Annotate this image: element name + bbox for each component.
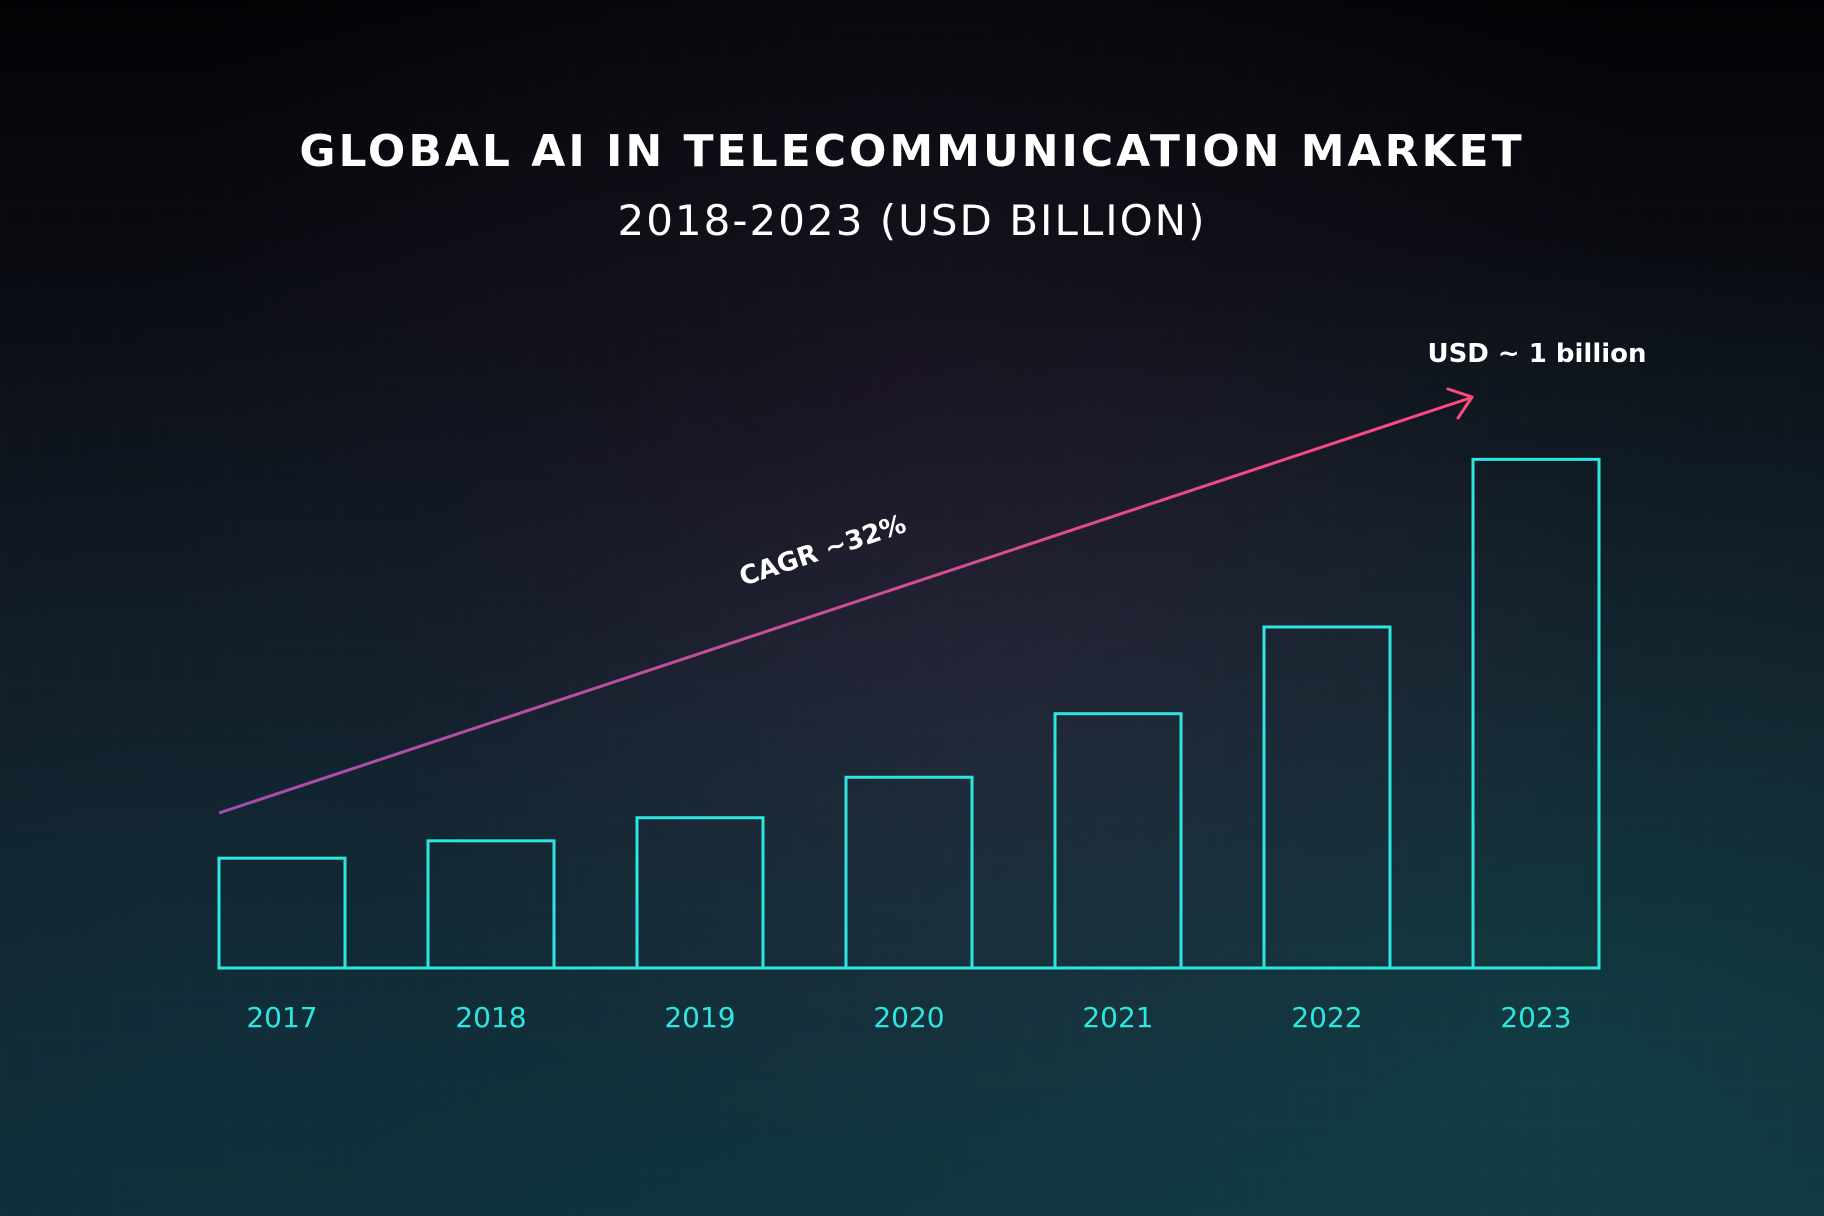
end-value-label: USD ~ 1 billion xyxy=(1427,339,1646,369)
bar-2022 xyxy=(1262,625,1392,970)
x-tick-labels: 2017 2018 2019 2020 2021 2022 2023 xyxy=(246,1001,1571,1034)
x-tick-label-2019: 2019 xyxy=(664,1001,735,1034)
bar-2018 xyxy=(426,839,556,970)
x-tick-label-2018: 2018 xyxy=(455,1001,526,1034)
x-tick-label-2020: 2020 xyxy=(873,1001,944,1034)
bar-2019 xyxy=(635,816,765,970)
cagr-arrow xyxy=(218,387,1474,815)
bar-2021 xyxy=(1053,712,1183,970)
bar-2020 xyxy=(844,775,974,970)
cagr-label: CAGR ~32% xyxy=(736,509,910,592)
chart-subtitle: 2018-2023 (USD BILLION) xyxy=(617,196,1207,245)
bar-2023 xyxy=(1471,457,1601,970)
cagr-arrow-head xyxy=(1446,387,1474,420)
chart-title: GLOBAL AI IN TELECOMMUNICATION MARKET xyxy=(299,126,1525,177)
x-tick-label-2023: 2023 xyxy=(1500,1001,1571,1034)
x-tick-label-2021: 2021 xyxy=(1082,1001,1153,1034)
bar-2017 xyxy=(217,856,347,970)
x-tick-label-2017: 2017 xyxy=(246,1001,317,1034)
x-tick-label-2022: 2022 xyxy=(1291,1001,1362,1034)
cagr-arrow-line xyxy=(218,396,1471,815)
